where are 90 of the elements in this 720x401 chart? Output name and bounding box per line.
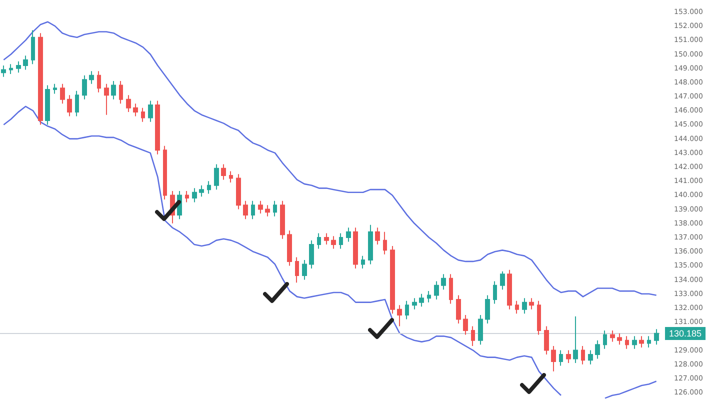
candlestick [463,314,468,336]
candlestick [617,332,622,346]
candlestick [581,346,585,365]
candlestick [221,164,226,180]
candlestick [295,256,299,284]
candlestick [280,200,285,240]
candlestick [625,336,629,350]
candlestick [23,55,28,70]
candlestick [89,70,94,84]
candlestick [603,330,607,350]
candlestick [317,232,321,250]
candlestick [309,240,314,270]
candlestick [383,231,387,255]
candlestick [559,350,563,366]
candlestick [588,350,593,365]
candlestick [390,245,395,314]
candlestick [427,290,431,303]
candlestick [654,328,659,346]
candlestick [339,232,343,250]
candlestick [273,200,277,217]
candlestick [243,200,248,220]
candlestick [500,270,505,290]
ref-line-label: 130.185 [669,328,702,338]
candlestick [441,274,446,290]
candlestick [126,94,131,113]
candlestick [9,64,13,74]
candlestick [368,224,373,265]
candlestick [1,65,6,78]
candlestick [97,70,101,93]
candlestick [478,314,483,346]
candlestick [375,227,380,246]
candlestick [45,84,50,126]
line-series [3,21,657,298]
candlestick [192,188,197,203]
candlestick [258,200,263,214]
candlestick [265,204,270,217]
candlestick [104,83,109,116]
candlestick [522,298,527,314]
candlestick [251,200,255,220]
candlestick [529,298,534,310]
candlestick [537,300,541,336]
candlestick [119,80,123,104]
candlestick [324,232,329,246]
candlestick [456,294,461,324]
candlestick [67,94,72,117]
candlestick [566,350,571,364]
candlestick [148,100,153,122]
candlestick [185,190,189,203]
candlestick [361,255,365,270]
candlestick [449,274,453,304]
candlestick [471,326,475,347]
candlestick [229,170,233,184]
candlestick [38,32,43,126]
candlestick [214,164,219,190]
candlestick [515,300,519,314]
candlestick [493,280,497,304]
candlestick [287,230,292,266]
candlestick [163,145,167,200]
candlestick [346,227,351,242]
candlestick [405,300,409,320]
candlestick [551,346,556,372]
candlestick [507,269,512,310]
candlestick [610,330,615,342]
candlestick [60,83,65,104]
candlestick [111,80,116,100]
candlestick [412,298,417,310]
candlestick [302,260,307,280]
candlestick [331,236,336,250]
candlestick [573,316,578,364]
candlestick [485,294,490,324]
candlestick [647,336,651,348]
candlestick [199,184,204,198]
candlestick [434,280,439,300]
candlestick [207,180,211,194]
candlestick [632,336,637,350]
candlestick [236,174,241,210]
candlestick [31,30,35,65]
candlestick [419,293,424,308]
candlestick [639,336,644,348]
candlestick [141,107,145,122]
candlestick [595,340,600,360]
candlestick [544,326,549,355]
candlestick [53,83,57,94]
candlestick [397,304,402,327]
candlestick [75,90,79,117]
candlestick [82,74,87,100]
candlestick [155,100,160,155]
candlestick [353,227,358,270]
candlestick [16,60,21,74]
candlestick [133,103,138,117]
